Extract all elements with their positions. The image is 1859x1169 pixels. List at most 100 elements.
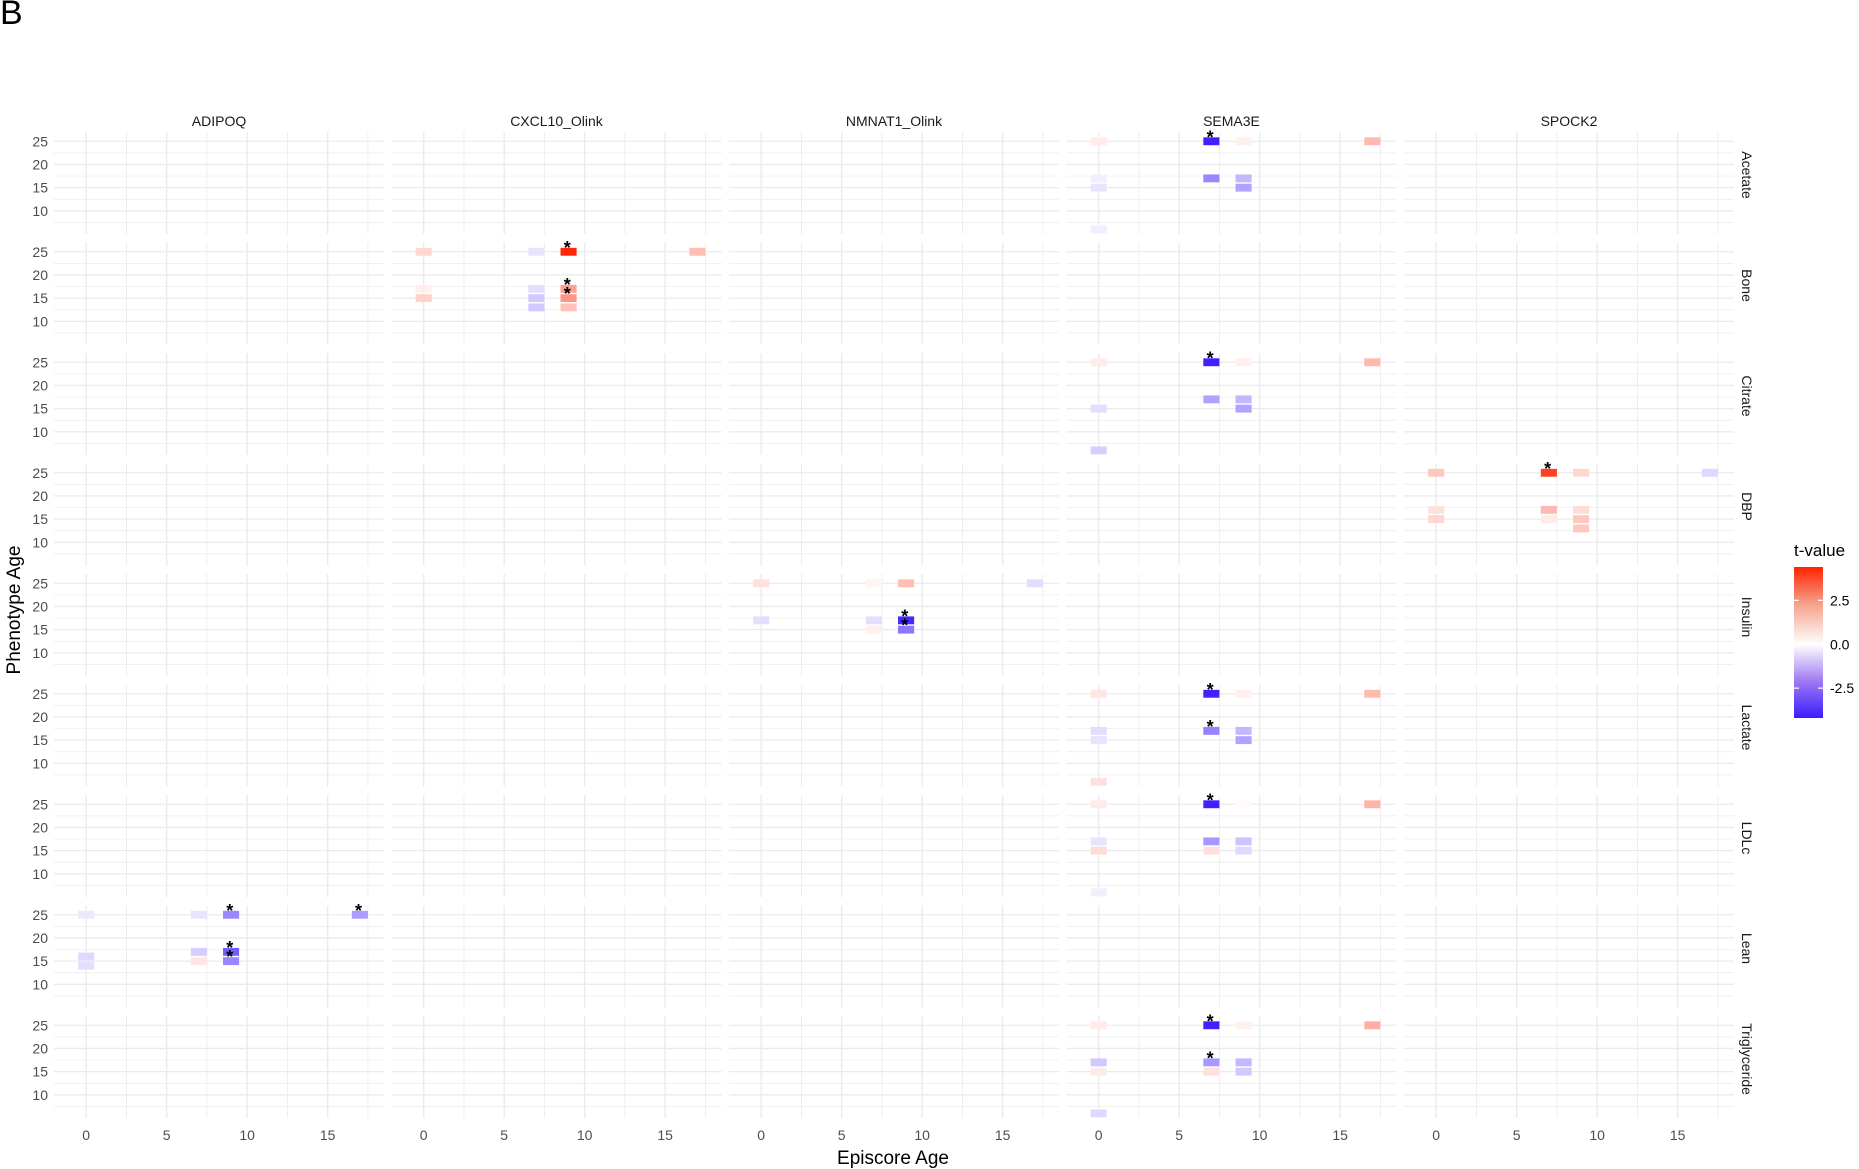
panel-CXCL10_Olink-Citrate <box>391 353 722 455</box>
significance-star: * <box>1207 717 1214 737</box>
legend-tick-label: -2.5 <box>1830 680 1854 696</box>
heatmap-tile <box>1235 689 1252 698</box>
heatmap-tile <box>560 294 577 303</box>
panel-SPOCK2-LDLc <box>1404 795 1734 897</box>
heatmap-tile <box>1364 358 1381 367</box>
significance-star: * <box>1207 1048 1214 1068</box>
panel-SPOCK2-Lean <box>1404 905 1734 1008</box>
heatmap-tile <box>1203 358 1220 367</box>
column-facet-label: SPOCK2 <box>1541 113 1598 129</box>
x-tick-label: 15 <box>320 1127 336 1143</box>
panel-NMNAT1_Olink-Insulin <box>729 574 1059 676</box>
x-tick-label: 10 <box>1589 1127 1605 1143</box>
heatmap-tile <box>1090 404 1107 413</box>
y-tick-label: 15 <box>32 1064 48 1080</box>
heatmap-tile <box>1203 846 1220 855</box>
heatmap-tile <box>865 616 882 625</box>
panel-ADIPOQ-Triglyceride <box>54 1016 384 1118</box>
heatmap-tile <box>1090 358 1107 367</box>
x-tick-label: 10 <box>1252 1127 1268 1143</box>
heatmap-tile <box>898 625 915 634</box>
y-tick-label: 15 <box>32 180 48 196</box>
heatmap-tile <box>1090 1067 1107 1076</box>
panel-NMNAT1_Olink-DBP <box>729 463 1059 566</box>
panel-SEMA3E-Bone <box>1066 242 1397 345</box>
heatmap-tile <box>1540 468 1557 477</box>
heatmap-tile <box>1573 524 1590 533</box>
panel-SPOCK2-Bone <box>1404 242 1734 345</box>
y-tick-label: 20 <box>32 267 48 283</box>
panel-SEMA3E-Acetate <box>1066 132 1397 234</box>
column-facet-label: ADIPOQ <box>192 113 247 129</box>
panel-SEMA3E-LDLc <box>1066 795 1397 897</box>
heatmap-tile <box>1540 505 1557 514</box>
panel-SEMA3E-Citrate <box>1066 353 1397 455</box>
heatmap-tile <box>1203 1058 1220 1067</box>
y-tick-label: 15 <box>32 622 48 638</box>
x-tick-label: 15 <box>1332 1127 1348 1143</box>
color-legend: t-value -2.5 0.0 2.5 <box>1794 541 1854 718</box>
y-tick-label: 25 <box>32 244 48 260</box>
heatmap-tile <box>898 616 915 625</box>
y-tick-label: 25 <box>32 133 48 149</box>
heatmap-tile <box>415 284 432 293</box>
panel-SEMA3E-DBP <box>1066 463 1397 566</box>
heatmap-tile <box>1364 137 1381 146</box>
y-tick-label: 20 <box>32 377 48 393</box>
heatmap-tile <box>1235 1067 1252 1076</box>
panel-ADIPOQ-Acetate <box>54 132 384 234</box>
y-tick-label: 10 <box>32 866 48 882</box>
heatmap-tile <box>1090 800 1107 809</box>
heatmap-tile <box>1235 404 1252 413</box>
heatmap-tile <box>1235 726 1252 735</box>
heatmap-tile <box>190 957 207 966</box>
heatmap-tile <box>1235 174 1252 183</box>
heatmap-tile <box>1428 468 1445 477</box>
x-tick-label: 0 <box>757 1127 765 1143</box>
x-tick-label: 0 <box>1095 1127 1103 1143</box>
y-tick-label: 10 <box>32 976 48 992</box>
y-tick-label: 25 <box>32 575 48 591</box>
y-tick-label: 20 <box>32 598 48 614</box>
y-tick-label: 15 <box>32 732 48 748</box>
y-tick-label: 10 <box>32 645 48 661</box>
panel-NMNAT1_Olink-Lean <box>729 905 1059 1008</box>
heatmap-tile <box>528 247 545 256</box>
heatmap-tile <box>1090 837 1107 846</box>
heatmap-tile <box>190 947 207 956</box>
y-tick-label: 10 <box>32 755 48 771</box>
heatmap-tile <box>78 952 95 961</box>
heatmap-tile <box>1364 689 1381 698</box>
legend-colorbar <box>1794 567 1823 718</box>
heatmap-tile <box>560 303 577 312</box>
panel-ADIPOQ-Lean <box>54 905 384 1008</box>
x-tick-label: 5 <box>838 1127 846 1143</box>
panel-NMNAT1_Olink-Bone <box>729 242 1059 345</box>
heatmap-tile <box>1540 515 1557 524</box>
y-tick-label: 15 <box>32 511 48 527</box>
heatmap-tile <box>1203 395 1220 404</box>
heatmap-tile <box>415 247 432 256</box>
y-tick-label: 25 <box>32 1017 48 1033</box>
heatmap-tile <box>223 947 240 956</box>
panel-CXCL10_Olink-Insulin <box>391 574 722 676</box>
heatmap-tile <box>1090 1058 1107 1067</box>
heatmap-tile <box>1573 468 1590 477</box>
panel-ADIPOQ-Bone <box>54 242 384 345</box>
heatmap-tile <box>1235 736 1252 745</box>
column-facet-label: NMNAT1_Olink <box>846 113 943 129</box>
heatmap-tile <box>753 616 770 625</box>
y-tick-label: 20 <box>32 488 48 504</box>
significance-star: * <box>1544 459 1551 479</box>
heatmap-tile <box>1203 726 1220 735</box>
heatmap-tile <box>1090 1109 1107 1118</box>
row-facet-label: Lactate <box>1739 705 1755 751</box>
significance-star: * <box>226 901 233 921</box>
panel-SEMA3E-Lactate <box>1066 684 1397 787</box>
panel-SEMA3E-Insulin <box>1066 574 1397 676</box>
panel-CXCL10_Olink-Lactate <box>391 684 722 787</box>
panel-NMNAT1_Olink-Citrate <box>729 353 1059 455</box>
heatmap-tile <box>1090 137 1107 146</box>
axis-label-layer: ADIPOQ CXCL10_Olink NMNAT1_Olink SEMA3E SPOC… <box>32 113 1755 1143</box>
x-tick-label: 0 <box>82 1127 90 1143</box>
